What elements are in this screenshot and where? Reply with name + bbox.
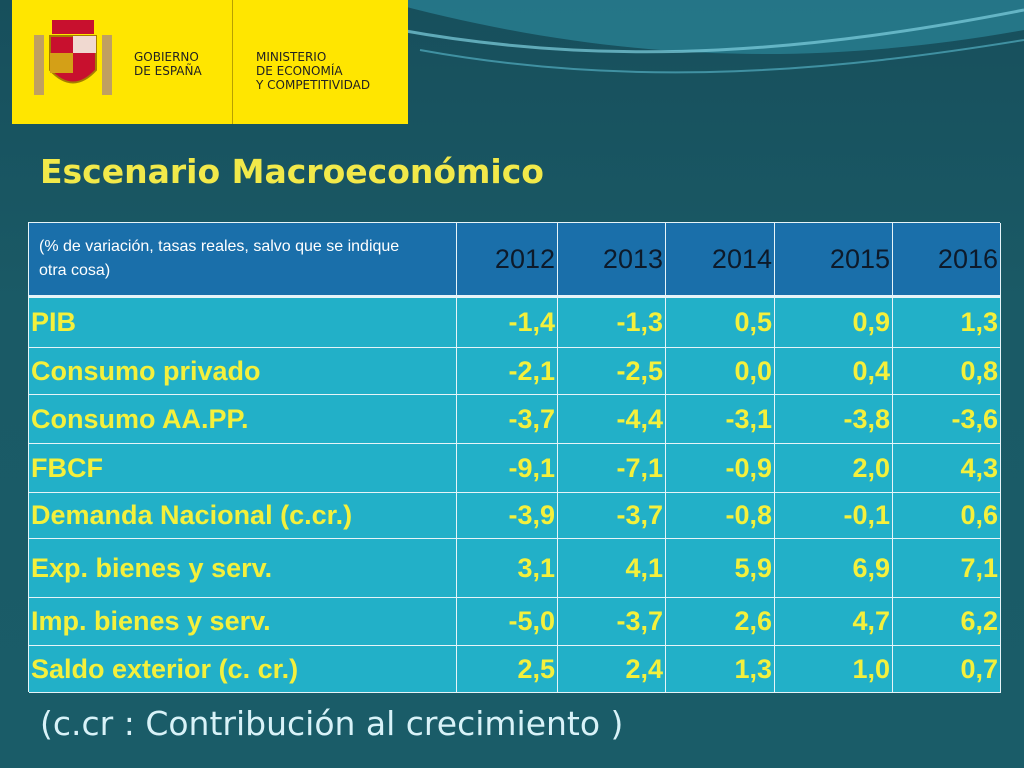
table-cell: -3,9 — [457, 493, 558, 539]
decor — [380, 0, 1024, 74]
row-label: Demanda Nacional (c.cr.) — [29, 493, 457, 539]
footnote: (c.cr : Contribución al crecimiento ) — [40, 704, 624, 743]
column-header: 2015 — [775, 223, 893, 298]
table-cell: -4,4 — [558, 395, 666, 444]
table-cell: -3,7 — [558, 493, 666, 539]
column-header: 2014 — [666, 223, 775, 298]
table-cell: -1,4 — [457, 298, 558, 348]
table-cell: 1,3 — [666, 646, 775, 693]
row-label: Exp. bienes y serv. — [29, 539, 457, 598]
table-cell: -3,8 — [775, 395, 893, 444]
table-cell: -3,1 — [666, 395, 775, 444]
table-cell: 0,0 — [666, 348, 775, 395]
table-cell: 1,0 — [775, 646, 893, 693]
table-cell: -0,9 — [666, 444, 775, 493]
table-cell: 0,6 — [893, 493, 1001, 539]
logo-text: Y COMPETITIVIDAD — [256, 78, 371, 92]
table-cell: 0,5 — [666, 298, 775, 348]
table-cell: 2,0 — [775, 444, 893, 493]
table-note: (% de variación, tasas reales, salvo que… — [29, 223, 457, 298]
table-cell: 6,9 — [775, 539, 893, 598]
table-cell: 4,7 — [775, 598, 893, 646]
logo-text: MINISTERIO — [256, 50, 327, 64]
table-cell: 6,2 — [893, 598, 1001, 646]
table-cell: 0,8 — [893, 348, 1001, 395]
table-cell: -0,1 — [775, 493, 893, 539]
table-cell: 4,1 — [558, 539, 666, 598]
title: Escenario Macroeconómico — [40, 152, 544, 191]
table-cell: 1,3 — [893, 298, 1001, 348]
table-cell: 4,3 — [893, 444, 1001, 493]
table-cell: 0,9 — [775, 298, 893, 348]
table-cell: -0,8 — [666, 493, 775, 539]
table-cell: 0,4 — [775, 348, 893, 395]
table-cell: -3,7 — [457, 395, 558, 444]
table-cell: -3,6 — [893, 395, 1001, 444]
table-cell: -7,1 — [558, 444, 666, 493]
table-cell: 3,1 — [457, 539, 558, 598]
row-label: Imp. bienes y serv. — [29, 598, 457, 646]
logo-text: DE ESPAÑA — [134, 64, 202, 78]
column-header: 2016 — [893, 223, 1001, 298]
table-cell: -1,3 — [558, 298, 666, 348]
coat-of-arms — [34, 20, 112, 95]
logo-text: GOBIERNO — [134, 50, 199, 64]
column-header: 2013 — [558, 223, 666, 298]
row-label: Saldo exterior (c. cr.) — [29, 646, 457, 693]
table-cell: 7,1 — [893, 539, 1001, 598]
table-cell: 5,9 — [666, 539, 775, 598]
table-cell: 2,5 — [457, 646, 558, 693]
logo-text: DE ECONOMÍA — [256, 64, 343, 78]
table-cell: 0,7 — [893, 646, 1001, 693]
table: (% de variación, tasas reales, salvo que… — [28, 222, 1001, 693]
table-cell: 2,6 — [666, 598, 775, 646]
table-cell: -5,0 — [457, 598, 558, 646]
table-cell: -3,7 — [558, 598, 666, 646]
row-label: FBCF — [29, 444, 457, 493]
table-cell: -9,1 — [457, 444, 558, 493]
row-label: Consumo privado — [29, 348, 457, 395]
table-cell: -2,1 — [457, 348, 558, 395]
row-label: Consumo AA.PP. — [29, 395, 457, 444]
table-cell: 2,4 — [558, 646, 666, 693]
column-header: 2012 — [457, 223, 558, 298]
logo: GOBIERNO DE ESPAÑA MINISTERIO DE ECONOMÍ… — [12, 0, 408, 124]
table-cell: -2,5 — [558, 348, 666, 395]
row-label: PIB — [29, 298, 457, 348]
